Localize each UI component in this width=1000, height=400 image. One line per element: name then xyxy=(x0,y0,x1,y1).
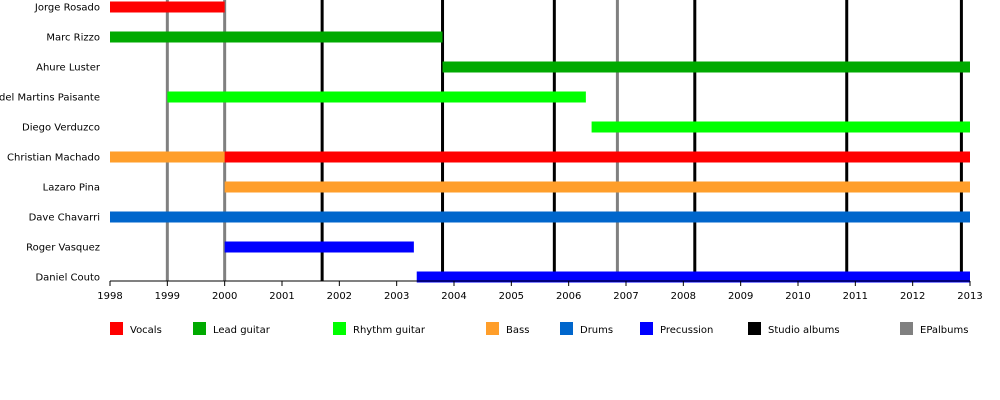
x-tick-label-13: 2011 xyxy=(843,291,868,302)
legend-swatch-vocals xyxy=(110,322,123,335)
member-bars xyxy=(110,1,970,283)
legend: Vocals Lead guitar Rhythm guitar Bass Drums P… xyxy=(110,322,968,336)
legend-swatch-ep xyxy=(900,322,913,335)
x-tick-label-12: 2010 xyxy=(785,291,810,302)
x-tick-label-8: 2006 xyxy=(556,291,581,302)
x-tick-label-15: 2013 xyxy=(957,291,982,302)
x-tick-label-9: 2007 xyxy=(613,291,638,302)
member-bar-2-0 xyxy=(442,61,970,73)
legend-swatch-studio xyxy=(748,322,761,335)
legend-label-bass: Bass xyxy=(506,325,529,336)
x-tick-label-7: 2005 xyxy=(499,291,524,302)
member-bar-0-0 xyxy=(110,1,225,13)
member-bar-1-0 xyxy=(110,31,443,43)
legend-swatch-lead xyxy=(193,322,206,335)
member-bar-6-0 xyxy=(224,181,970,193)
member-name-0: Jorge Rosado xyxy=(34,3,100,14)
member-bar-3-0 xyxy=(167,91,586,103)
legend-swatch-perc xyxy=(640,322,653,335)
legend-label-perc: Precussion xyxy=(660,325,713,336)
legend-label-studio: Studio albums xyxy=(768,325,840,336)
member-bar-4-0 xyxy=(591,121,970,133)
x-tick-label-3: 2001 xyxy=(269,291,294,302)
member-bar-9-0 xyxy=(416,271,970,283)
member-bar-7-0 xyxy=(110,211,970,223)
member-name-1: Marc Rizzo xyxy=(46,33,100,44)
member-bar-5-1 xyxy=(224,151,970,163)
legend-label-drums: Drums xyxy=(580,325,613,336)
member-bar-5-0 xyxy=(110,151,225,163)
member-name-9: Daniel Couto xyxy=(35,273,100,284)
member-name-7: Dave Chavarri xyxy=(29,213,100,224)
x-axis: 1998 1999 2000 2001 2002 2003 2004 2005 2006 2007… xyxy=(97,280,983,302)
member-name-6: Lazaro Pina xyxy=(43,183,100,194)
member-name-3: Ardel Martins Paisante xyxy=(0,93,100,104)
legend-swatch-drums xyxy=(560,322,573,335)
legend-label-ep: EPalbums xyxy=(920,325,968,336)
legend-swatch-bass xyxy=(486,322,499,335)
x-tick-label-0: 1998 xyxy=(97,291,122,302)
x-tick-label-5: 2003 xyxy=(384,291,409,302)
legend-swatch-rhythm xyxy=(333,322,346,335)
member-name-5: Christian Machado xyxy=(7,153,100,164)
x-tick-label-6: 2004 xyxy=(441,291,466,302)
legend-label-vocals: Vocals xyxy=(130,325,162,336)
album-release-lines xyxy=(165,0,963,281)
x-tick-label-11: 2009 xyxy=(728,291,753,302)
legend-label-rhythm: Rhythm guitar xyxy=(353,325,426,336)
x-tick-label-14: 2012 xyxy=(900,291,925,302)
member-bar-8-0 xyxy=(224,241,414,253)
x-tick-label-2: 2000 xyxy=(212,291,237,302)
legend-label-lead: Lead guitar xyxy=(213,325,271,336)
x-tick-label-10: 2008 xyxy=(671,291,696,302)
member-name-2: Ahure Luster xyxy=(36,63,101,74)
x-tick-label-1: 1999 xyxy=(155,291,180,302)
x-tick-label-4: 2002 xyxy=(327,291,352,302)
member-name-8: Roger Vasquez xyxy=(26,243,100,254)
member-names: Jorge Rosado Marc Rizzo Ahure Luster Ardel … xyxy=(0,3,101,284)
member-name-4: Diego Verduzco xyxy=(22,123,100,134)
